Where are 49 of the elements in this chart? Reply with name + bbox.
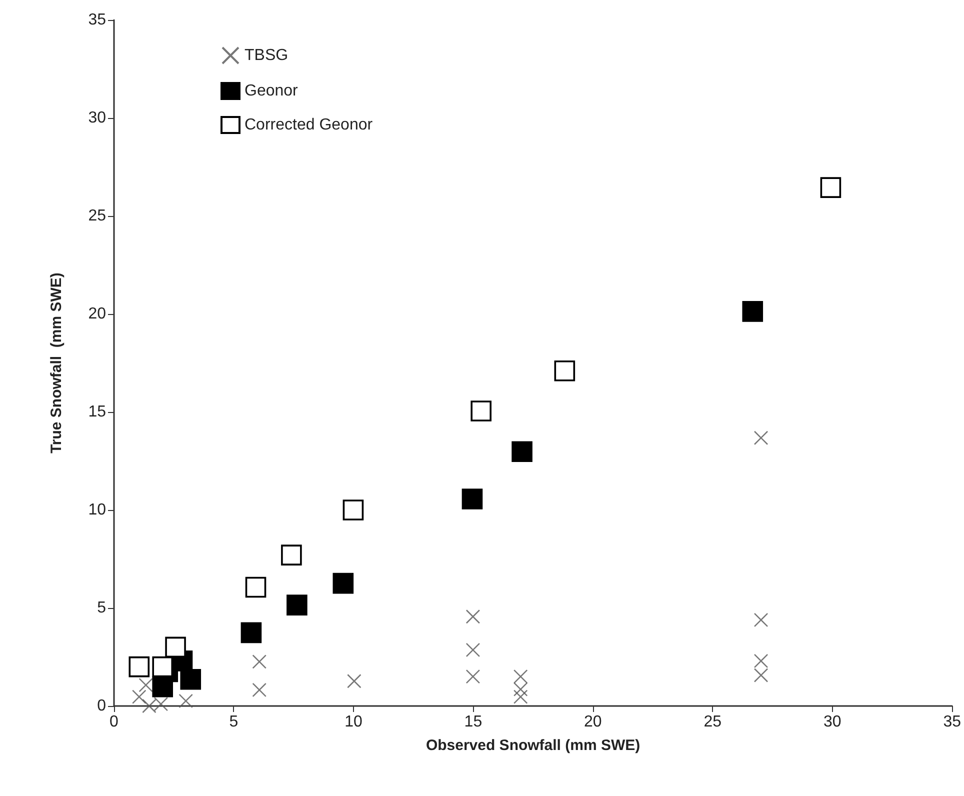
point: [466, 642, 480, 658]
x-axis-title: Observed Snowfall (mm SWE): [426, 737, 640, 754]
y-tick-label: 15: [88, 404, 106, 420]
y-tick-label: 30: [88, 110, 106, 126]
point: [513, 690, 528, 704]
point: [178, 694, 193, 708]
point: [132, 690, 146, 704]
y-tick-label: 25: [88, 208, 106, 224]
point: [142, 698, 156, 714]
legend-label: Corrected Geonor: [244, 116, 374, 134]
point: [820, 177, 842, 198]
point: [240, 622, 262, 644]
point: [165, 636, 186, 658]
point: [180, 668, 202, 690]
point: [466, 609, 480, 624]
point: [554, 360, 576, 382]
point: [754, 612, 768, 628]
legend-label: TBSG: [244, 47, 288, 64]
x-tick-label: 5: [229, 714, 238, 730]
x-tick-label: 0: [110, 714, 119, 730]
point: [138, 678, 153, 692]
y-tick-label: 0: [97, 698, 106, 714]
x-tick-label: 25: [704, 714, 722, 730]
point: [342, 500, 364, 520]
point: [347, 674, 362, 688]
y-tick-label: 10: [88, 502, 106, 518]
y-tick-label: 5: [97, 600, 106, 616]
point: [754, 430, 768, 446]
point: [252, 682, 266, 698]
y-tick-label: 20: [88, 306, 106, 322]
point: [742, 301, 764, 322]
x-tick-label: 30: [823, 714, 842, 730]
point: [332, 572, 354, 594]
x-tick-label: 10: [344, 714, 362, 730]
x-tick-label: 35: [943, 714, 962, 730]
legend-label: Geonor: [244, 82, 299, 100]
point: [462, 488, 483, 510]
point: [152, 656, 174, 678]
y-tick-label: 35: [88, 12, 106, 28]
x-tick-label: 20: [584, 714, 602, 730]
point: [466, 669, 480, 684]
point: [252, 654, 266, 669]
point: [128, 656, 150, 678]
point: [245, 576, 266, 598]
point: [154, 696, 168, 712]
x-tick-label: 15: [464, 714, 482, 730]
point: [286, 594, 308, 616]
y-axis-title: True Snowfall (mm SWE): [48, 272, 65, 454]
point: [512, 441, 532, 462]
